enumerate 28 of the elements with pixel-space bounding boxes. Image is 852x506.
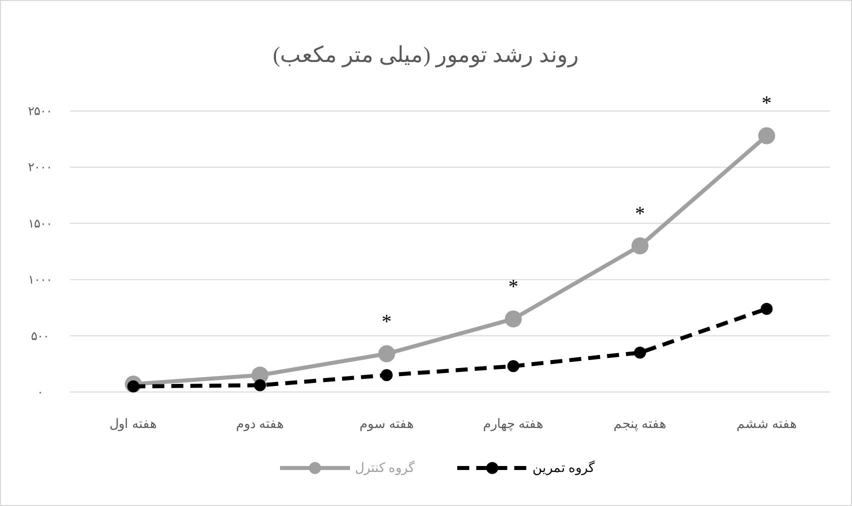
point bbox=[380, 369, 393, 382]
x-tick-label: هفته دوم bbox=[236, 416, 284, 432]
y-tick-label: ۱۰۰۰ bbox=[28, 272, 52, 287]
y-tick-label: ۰ bbox=[37, 385, 43, 399]
y-tick-label: ۲۵۰۰ bbox=[28, 104, 52, 118]
point bbox=[758, 127, 776, 144]
annotation: * bbox=[762, 92, 772, 115]
point bbox=[760, 302, 773, 315]
x-tick-label: هفته اول bbox=[110, 416, 157, 432]
y-tick-label: ۱۵۰۰ bbox=[28, 216, 52, 230]
x-tick-label: هفته چهارم bbox=[483, 416, 544, 432]
y-tick-label: ۲۰۰۰ bbox=[28, 160, 52, 174]
point bbox=[507, 360, 520, 372]
annotation: * bbox=[508, 276, 518, 298]
text: گروه تمرین bbox=[532, 460, 596, 476]
text: گروه کنترل bbox=[355, 460, 416, 476]
y-tick-label: ۵۰۰ bbox=[31, 328, 49, 343]
point bbox=[378, 345, 396, 362]
annotation: * bbox=[382, 310, 392, 333]
point bbox=[504, 310, 522, 328]
x-tick-label: هفته ششم bbox=[736, 416, 797, 432]
point bbox=[632, 237, 648, 254]
chart-title: روند رشد تومور (میلی متر مکعب) bbox=[272, 42, 580, 68]
point bbox=[634, 346, 646, 359]
x-tick-label: هفته سوم bbox=[360, 416, 414, 432]
annotation: * bbox=[635, 202, 645, 225]
x-tick-label: هفته پنجم bbox=[613, 416, 667, 432]
point bbox=[254, 379, 266, 392]
